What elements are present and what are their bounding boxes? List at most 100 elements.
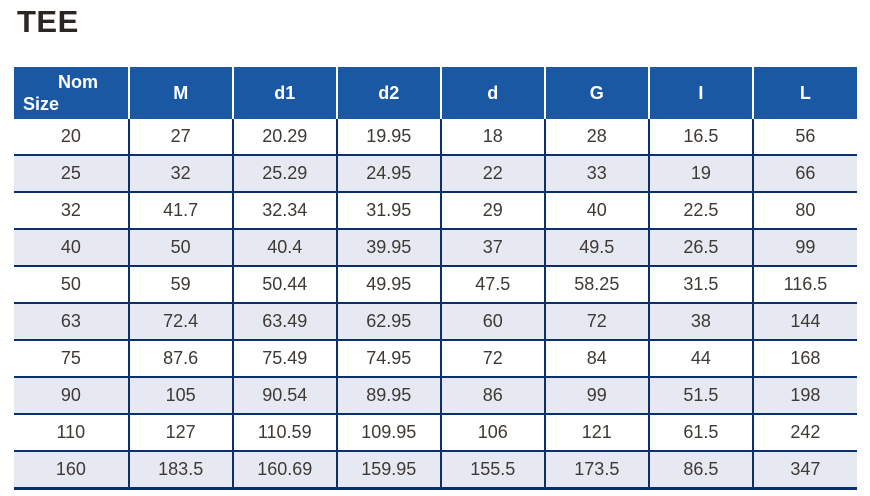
header-size-line: Size — [23, 94, 60, 114]
header-row: Nom Size M d1 d2 d G I L — [14, 67, 857, 119]
table-cell: 19.95 — [335, 119, 441, 156]
table-cell: 110.59 — [231, 414, 337, 452]
table-cell: 27 — [127, 119, 233, 156]
header-cell-d1: d1 — [231, 67, 337, 119]
table-cell: 60 — [439, 303, 545, 341]
table-cell: 90.54 — [231, 377, 337, 415]
table-cell: 347 — [751, 451, 857, 490]
table-cell: 144 — [751, 303, 857, 341]
table-cell: 72.4 — [127, 303, 233, 341]
table-cell: 109.95 — [335, 414, 441, 452]
table-cell: 40 — [14, 229, 129, 267]
table-cell: 87.6 — [127, 340, 233, 378]
header-cell-d: d — [439, 67, 545, 119]
table-cell: 41.7 — [127, 192, 233, 230]
header-cell-m: M — [127, 67, 233, 119]
table-cell: 168 — [751, 340, 857, 378]
table-cell: 155.5 — [439, 451, 545, 490]
table-cell: 22.5 — [647, 192, 753, 230]
table-cell: 116.5 — [751, 266, 857, 304]
table-cell: 24.95 — [335, 155, 441, 193]
table-row: 32 41.7 32.34 31.95 29 40 22.5 80 — [14, 192, 857, 230]
table-cell: 127 — [127, 414, 233, 452]
table-cell: 106 — [439, 414, 545, 452]
table-row: 40 50 40.4 39.95 37 49.5 26.5 99 — [14, 229, 857, 267]
table-cell: 173.5 — [543, 451, 649, 490]
table-cell: 89.95 — [335, 377, 441, 415]
table-row: 110 127 110.59 109.95 106 121 61.5 242 — [14, 414, 857, 452]
table-cell: 63 — [14, 303, 129, 341]
table-cell: 20 — [14, 119, 129, 156]
table-row: 20 27 20.29 19.95 18 28 16.5 56 — [14, 119, 857, 156]
table-cell: 47.5 — [439, 266, 545, 304]
header-cell-i: I — [647, 67, 753, 119]
table-cell: 63.49 — [231, 303, 337, 341]
table-cell: 49.5 — [543, 229, 649, 267]
table-cell: 40.4 — [231, 229, 337, 267]
table-body: 20 27 20.29 19.95 18 28 16.5 56 25 32 25.29 24.95 22… — [14, 119, 857, 490]
table-cell: 44 — [647, 340, 753, 378]
table-cell: 22 — [439, 155, 545, 193]
table-cell: 99 — [543, 377, 649, 415]
table-cell: 26.5 — [647, 229, 753, 267]
table-cell: 19 — [647, 155, 753, 193]
table-row: 75 87.6 75.49 74.95 72 84 44 168 — [14, 340, 857, 378]
table-cell: 86 — [439, 377, 545, 415]
table-cell: 59 — [127, 266, 233, 304]
table-cell: 33 — [543, 155, 649, 193]
table-cell: 40 — [543, 192, 649, 230]
table-cell: 51.5 — [647, 377, 753, 415]
table-cell: 25 — [14, 155, 129, 193]
table-cell: 50 — [14, 266, 129, 304]
table-cell: 29 — [439, 192, 545, 230]
table-cell: 72 — [439, 340, 545, 378]
table-row: 63 72.4 63.49 62.95 60 72 38 144 — [14, 303, 857, 341]
table-cell: 159.95 — [335, 451, 441, 490]
table-cell: 160.69 — [231, 451, 337, 490]
table-cell: 72 — [543, 303, 649, 341]
page-title: TEE — [17, 4, 79, 39]
table-cell: 110 — [14, 414, 129, 452]
table-cell: 160 — [14, 451, 129, 490]
table-cell: 80 — [751, 192, 857, 230]
header-nom-line: Nom — [58, 71, 98, 92]
table-cell: 242 — [751, 414, 857, 452]
table-cell: 183.5 — [127, 451, 233, 490]
table-cell: 32 — [127, 155, 233, 193]
table-cell: 86.5 — [647, 451, 753, 490]
table-cell: 18 — [439, 119, 545, 156]
table-cell: 99 — [751, 229, 857, 267]
header-cell-nom-size: Nom Size — [14, 67, 129, 119]
table-cell: 50.44 — [231, 266, 337, 304]
table-cell: 32.34 — [231, 192, 337, 230]
table-cell: 105 — [127, 377, 233, 415]
table-cell: 84 — [543, 340, 649, 378]
table-cell: 74.95 — [335, 340, 441, 378]
table-cell: 61.5 — [647, 414, 753, 452]
table-row: 50 59 50.44 49.95 47.5 58.25 31.5 116.5 — [14, 266, 857, 304]
table-cell: 28 — [543, 119, 649, 156]
dimension-table: Nom Size M d1 d2 d G I L 20 27 20.29 19.95 1… — [14, 67, 857, 490]
table-cell: 56 — [751, 119, 857, 156]
table-cell: 121 — [543, 414, 649, 452]
table-cell: 20.29 — [231, 119, 337, 156]
header-cell-g: G — [543, 67, 649, 119]
table-cell: 38 — [647, 303, 753, 341]
table-header: Nom Size M d1 d2 d G I L — [14, 67, 857, 119]
header-cell-d2: d2 — [335, 67, 441, 119]
table-cell: 75 — [14, 340, 129, 378]
table-row: 90 105 90.54 89.95 86 99 51.5 198 — [14, 377, 857, 415]
table-cell: 25.29 — [231, 155, 337, 193]
table-cell: 39.95 — [335, 229, 441, 267]
table-cell: 37 — [439, 229, 545, 267]
table-cell: 90 — [14, 377, 129, 415]
table-row: 25 32 25.29 24.95 22 33 19 66 — [14, 155, 857, 193]
table-cell: 198 — [751, 377, 857, 415]
table-cell: 49.95 — [335, 266, 441, 304]
table-cell: 58.25 — [543, 266, 649, 304]
table-cell: 50 — [127, 229, 233, 267]
table-cell: 32 — [14, 192, 129, 230]
table-cell: 16.5 — [647, 119, 753, 156]
header-cell-l: L — [751, 67, 857, 119]
